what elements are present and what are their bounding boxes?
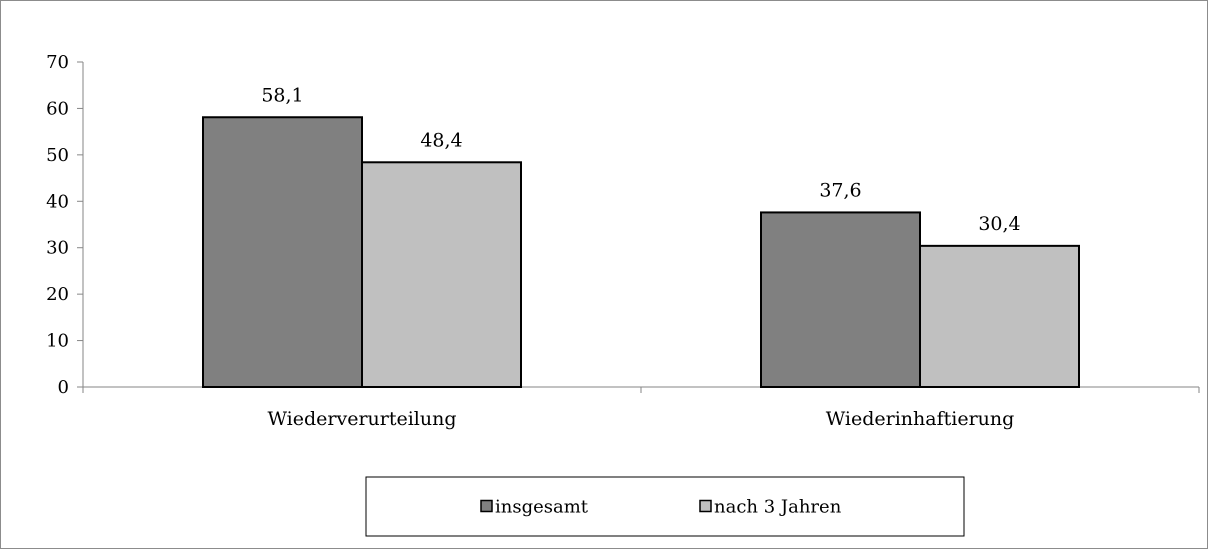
- y-tick-label: 0: [58, 377, 69, 398]
- chart-bars: [202, 116, 1080, 388]
- y-tick-label: 50: [46, 145, 69, 166]
- legend-entry-label: insgesamt: [495, 497, 589, 518]
- bar: [361, 161, 522, 388]
- legend-swatch: [699, 499, 712, 513]
- y-tick-label: 20: [46, 284, 69, 305]
- y-tick-label: 40: [46, 191, 69, 212]
- x-category-label: Wiederinhaftierung: [826, 408, 1015, 430]
- x-category-label: Wiederverurteilung: [267, 408, 456, 430]
- legend-box: [365, 476, 965, 537]
- bar: [919, 244, 1080, 388]
- legend-entry-label: nach 3 Jahren: [714, 497, 842, 518]
- bar-value-label: 37,6: [819, 179, 861, 201]
- y-tick-label: 10: [46, 331, 69, 352]
- y-tick-label: 60: [46, 98, 69, 119]
- bar-value-label: 48,4: [420, 129, 462, 151]
- chart-data-labels: 58,1 48,4 37,6 30,4: [261, 84, 1020, 235]
- bar: [202, 116, 363, 388]
- legend-swatch: [480, 499, 493, 513]
- bar: [760, 211, 921, 388]
- y-tick-label: 70: [46, 52, 69, 73]
- chart-legend: insgesamt nach 3 Jahren: [365, 476, 965, 537]
- y-tick-label: 30: [46, 238, 69, 259]
- bar-value-label: 30,4: [978, 213, 1020, 235]
- bar-value-label: 58,1: [261, 84, 303, 106]
